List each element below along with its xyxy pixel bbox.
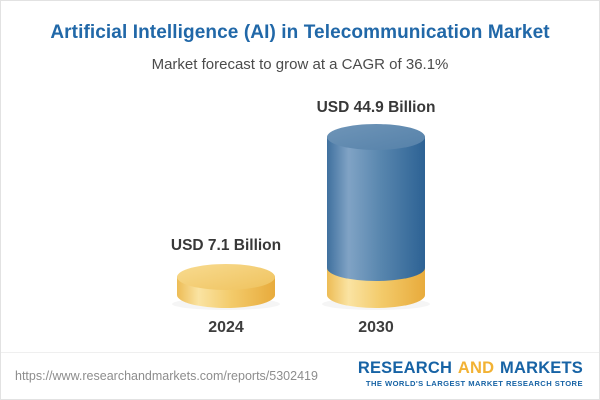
bar-2030-top: [327, 124, 425, 150]
logo-word-research: RESEARCH: [357, 359, 453, 377]
value-label-2024: USD 7.1 Billion: [170, 237, 282, 254]
logo-tagline: THE WORLD'S LARGEST MARKET RESEARCH STOR…: [365, 379, 583, 388]
logo-word-markets: MARKETS: [500, 359, 583, 377]
bar-2024-top: [177, 264, 275, 290]
logo-word-and: AND: [457, 359, 495, 377]
bar-2030-body: [327, 137, 425, 281]
research-and-markets-logo: RESEARCH AND MARKETS THE WORLD'S LARGEST…: [358, 359, 583, 388]
chart-title: Artificial Intelligence (AI) in Telecomm…: [50, 22, 550, 43]
chart-subtitle: Market forecast to grow at a CAGR of 36.…: [151, 56, 449, 73]
report-url: https://www.researchandmarkets.com/repor…: [15, 369, 318, 383]
bar-2030-cylinder: [327, 124, 425, 308]
axis-label-2024: 2024: [208, 319, 244, 336]
logo-wordmark: RESEARCH AND MARKETS: [358, 359, 583, 378]
bar-2024-cylinder: [177, 264, 275, 308]
footer-bar: https://www.researchandmarkets.com/repor…: [1, 352, 599, 399]
value-label-2030: USD 44.9 Billion: [316, 99, 436, 116]
axis-label-2030: 2030: [358, 319, 394, 336]
